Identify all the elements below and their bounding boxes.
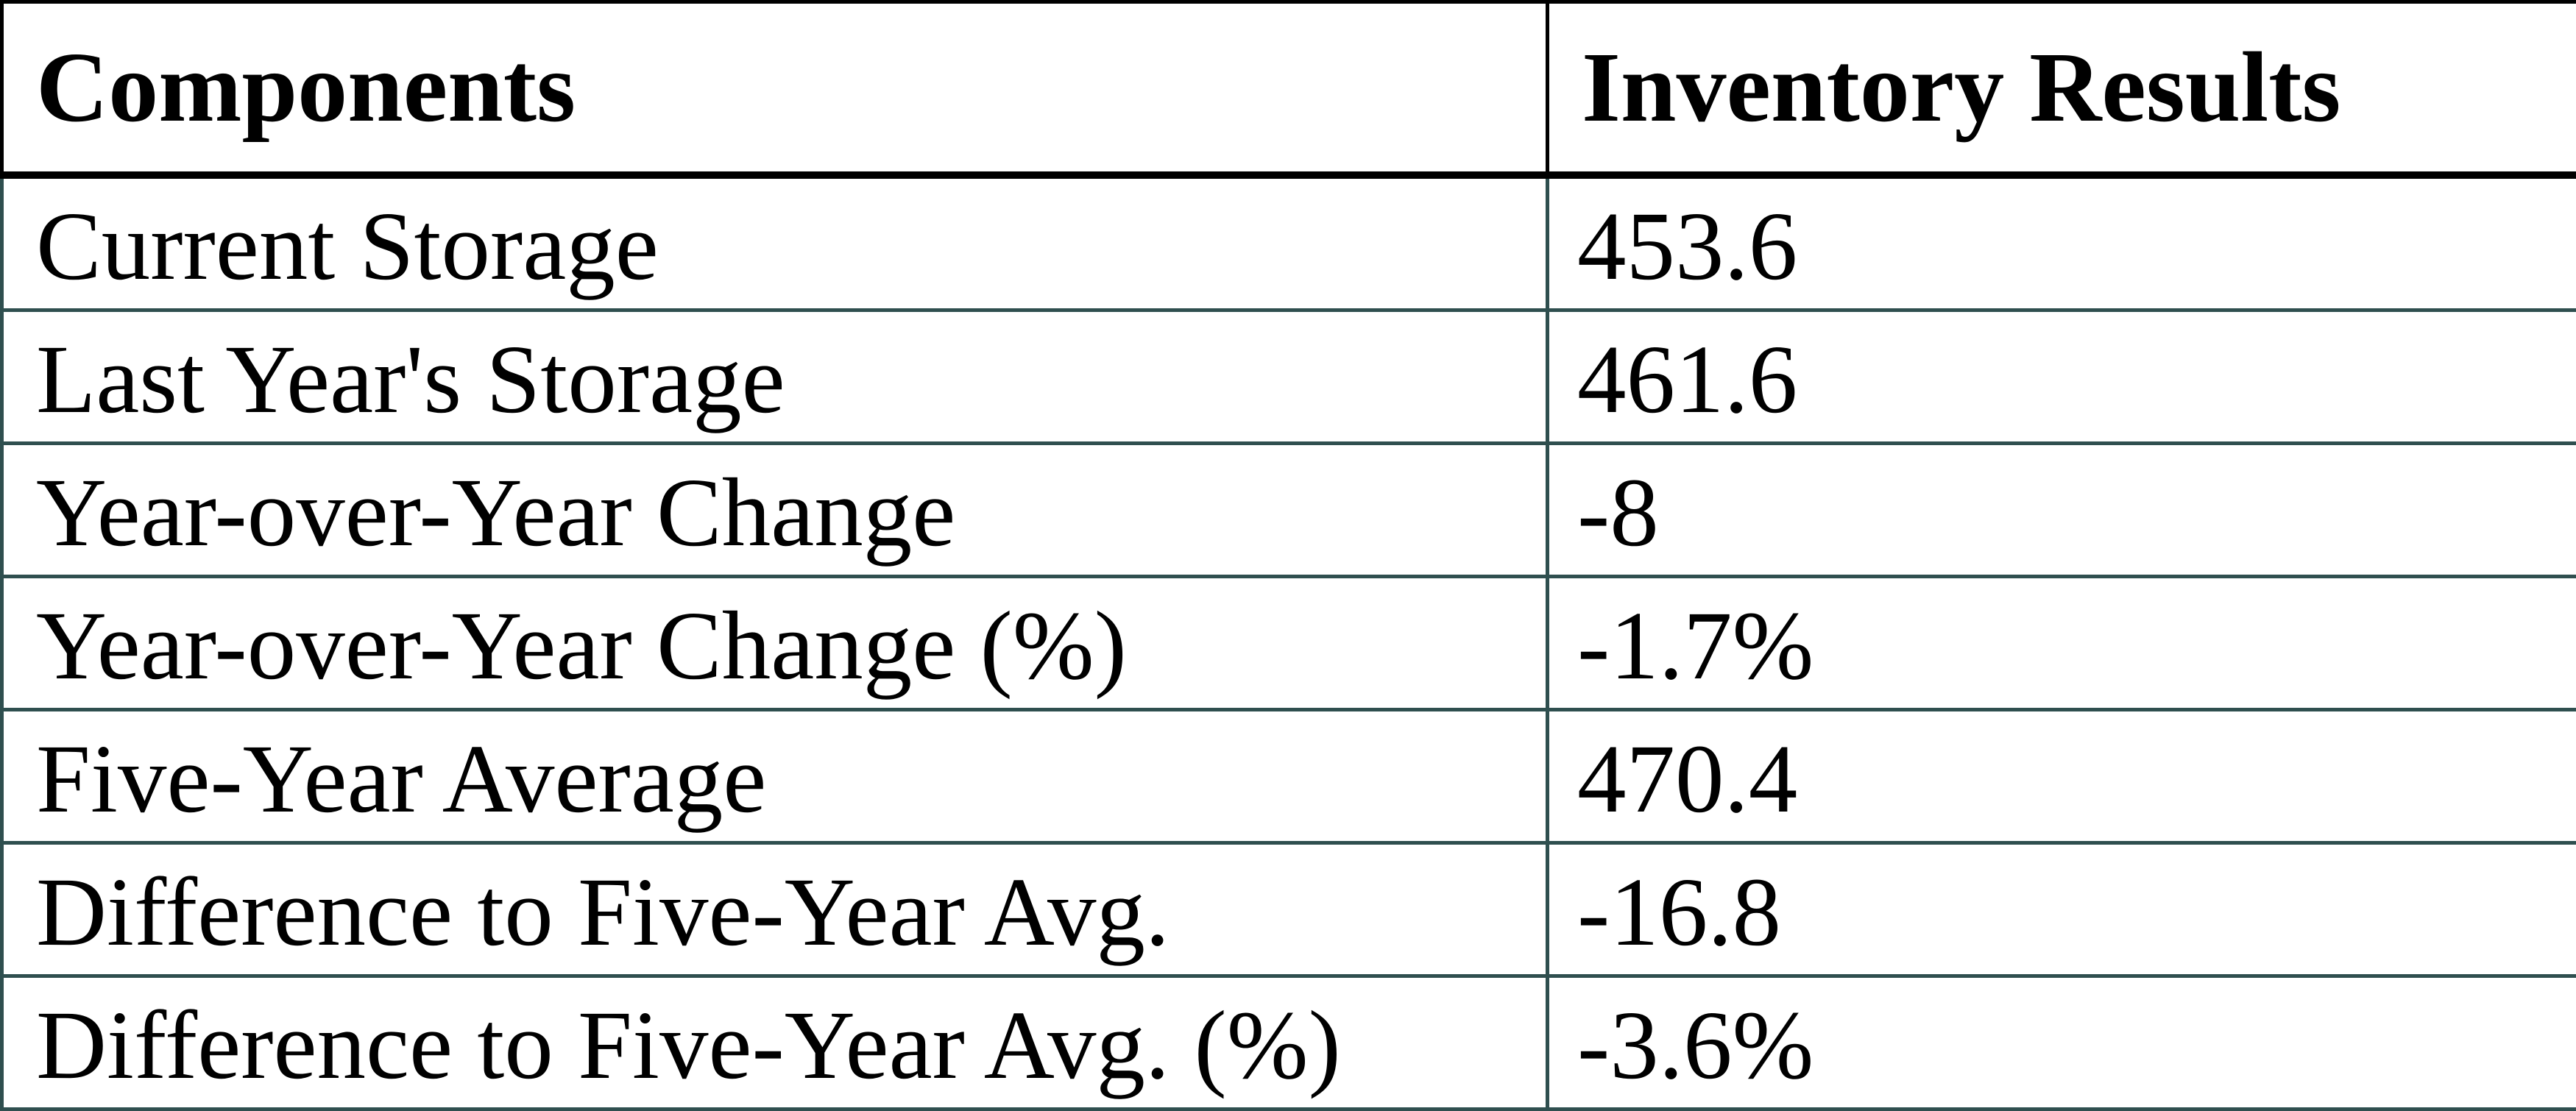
table-row: Year-over-Year Change (%) -1.7% xyxy=(2,577,2576,710)
header-row: Components Inventory Results xyxy=(2,2,2576,176)
result-cell: -1.7% xyxy=(1548,577,2576,710)
table-header: Components Inventory Results xyxy=(2,2,2576,176)
result-cell: -3.6% xyxy=(1548,976,2576,1110)
component-cell: Year-over-Year Change (%) xyxy=(2,577,1548,710)
component-cell: Five-Year Average xyxy=(2,710,1548,843)
inventory-results-column-header: Inventory Results xyxy=(1548,2,2576,176)
component-cell: Last Year's Storage xyxy=(2,310,1548,444)
result-cell: 453.6 xyxy=(1548,175,2576,310)
result-cell: 461.6 xyxy=(1548,310,2576,444)
table-body: Current Storage 453.6 Last Year's Storag… xyxy=(2,175,2576,1110)
components-column-header: Components xyxy=(2,2,1548,176)
result-cell: 470.4 xyxy=(1548,710,2576,843)
result-cell: -8 xyxy=(1548,444,2576,577)
component-cell: Difference to Five-Year Avg. xyxy=(2,843,1548,976)
table-row: Last Year's Storage 461.6 xyxy=(2,310,2576,444)
component-cell: Difference to Five-Year Avg. (%) xyxy=(2,976,1548,1110)
component-cell: Current Storage xyxy=(2,175,1548,310)
table-row: Current Storage 453.6 xyxy=(2,175,2576,310)
table-row: Difference to Five-Year Avg. -16.8 xyxy=(2,843,2576,976)
table-row: Five-Year Average 470.4 xyxy=(2,710,2576,843)
table-row: Difference to Five-Year Avg. (%) -3.6% xyxy=(2,976,2576,1110)
table-row: Year-over-Year Change -8 xyxy=(2,444,2576,577)
component-cell: Year-over-Year Change xyxy=(2,444,1548,577)
result-cell: -16.8 xyxy=(1548,843,2576,976)
